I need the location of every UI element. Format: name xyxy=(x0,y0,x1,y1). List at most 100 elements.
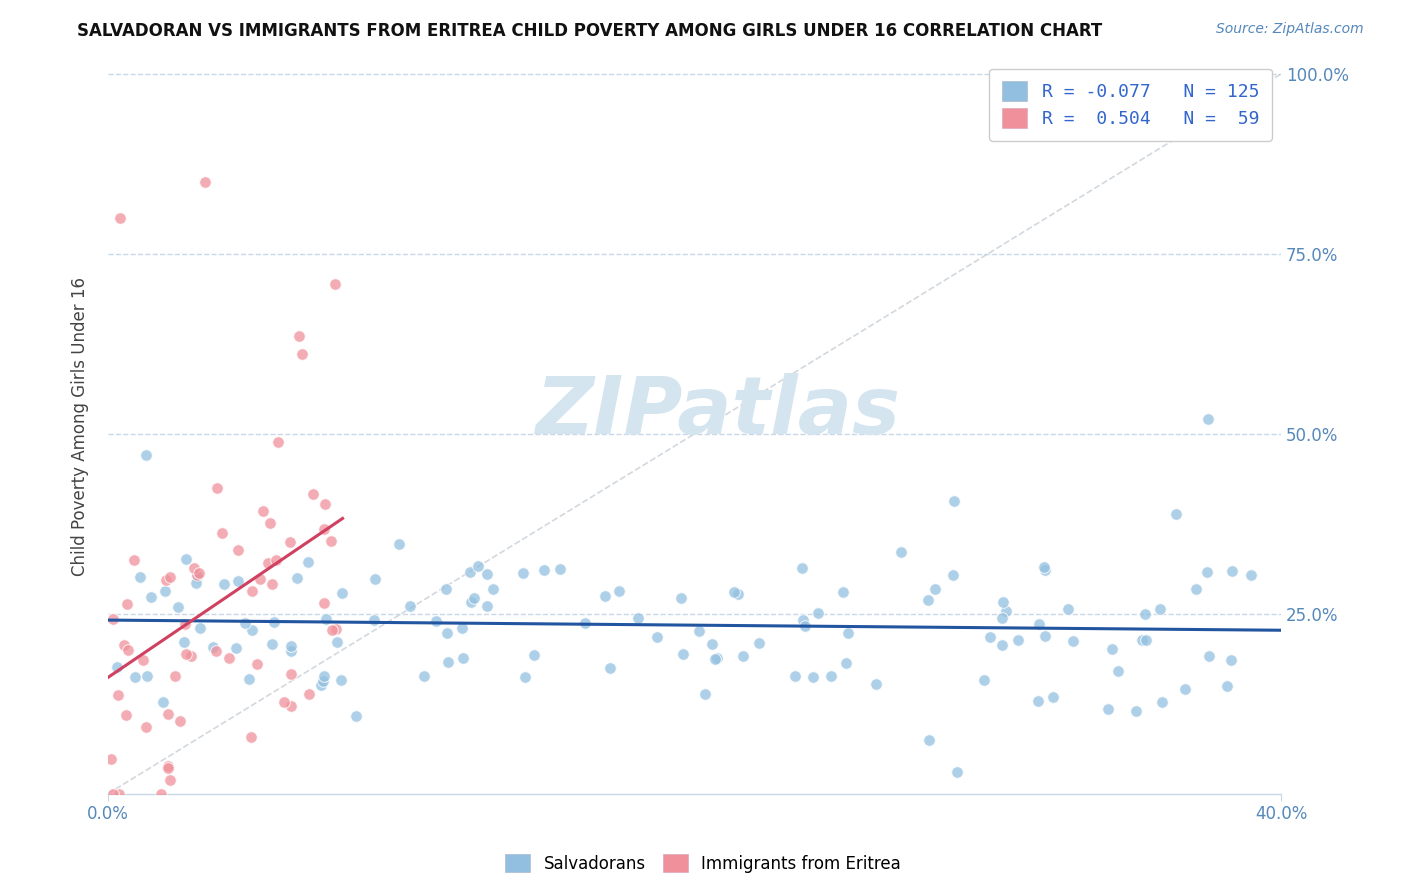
Point xyxy=(1220,564,1243,578)
Text: ZIPatlas: ZIPatlas xyxy=(536,373,900,451)
Point xyxy=(157,707,180,722)
Point xyxy=(599,661,621,675)
Point xyxy=(169,714,191,729)
Point xyxy=(252,503,274,517)
Point xyxy=(1101,641,1123,656)
Point xyxy=(513,670,536,684)
Legend: Salvadorans, Immigrants from Eritrea: Salvadorans, Immigrants from Eritrea xyxy=(499,847,907,880)
Point xyxy=(1125,704,1147,718)
Point xyxy=(437,655,460,669)
Point xyxy=(174,616,197,631)
Point xyxy=(238,672,260,686)
Point xyxy=(973,673,995,687)
Point xyxy=(991,611,1014,625)
Point xyxy=(239,730,262,744)
Point xyxy=(1007,632,1029,647)
Point xyxy=(159,570,181,584)
Point xyxy=(186,570,208,584)
Point xyxy=(1215,679,1237,693)
Point xyxy=(645,630,668,644)
Point xyxy=(107,688,129,702)
Point xyxy=(1135,633,1157,648)
Legend: R = -0.077   N = 125, R =  0.504   N =  59: R = -0.077 N = 125, R = 0.504 N = 59 xyxy=(990,69,1272,141)
Point xyxy=(1032,560,1054,574)
Point xyxy=(202,640,225,654)
Point xyxy=(150,787,173,801)
Point xyxy=(1240,568,1263,582)
Point xyxy=(312,596,335,610)
Point xyxy=(1197,565,1219,579)
Point xyxy=(240,583,263,598)
Point xyxy=(1133,607,1156,622)
Point xyxy=(627,611,650,625)
Point xyxy=(1198,649,1220,664)
Point xyxy=(688,624,710,639)
Point xyxy=(792,613,814,627)
Point xyxy=(156,759,179,773)
Point xyxy=(723,585,745,599)
Point xyxy=(388,537,411,551)
Point xyxy=(273,695,295,709)
Point xyxy=(1197,412,1219,426)
Point xyxy=(344,709,367,723)
Point xyxy=(180,649,202,664)
Point xyxy=(152,695,174,709)
Point xyxy=(263,615,285,630)
Point xyxy=(280,644,302,658)
Point xyxy=(434,582,457,596)
Point xyxy=(1220,653,1243,667)
Point xyxy=(790,561,813,575)
Point xyxy=(101,612,124,626)
Point xyxy=(165,669,187,683)
Point xyxy=(835,656,858,670)
Point xyxy=(700,637,723,651)
Point xyxy=(364,572,387,586)
Point xyxy=(1164,507,1187,521)
Point xyxy=(748,636,770,650)
Point xyxy=(267,435,290,450)
Point xyxy=(173,635,195,649)
Point xyxy=(807,606,830,620)
Point xyxy=(917,592,939,607)
Point xyxy=(533,563,555,577)
Point xyxy=(512,566,534,580)
Point xyxy=(1042,690,1064,704)
Point xyxy=(312,522,335,536)
Point xyxy=(399,599,422,613)
Point xyxy=(325,622,347,636)
Point xyxy=(363,614,385,628)
Point xyxy=(249,573,271,587)
Point xyxy=(260,577,283,591)
Point xyxy=(240,624,263,638)
Point xyxy=(672,647,695,661)
Point xyxy=(194,175,217,189)
Point xyxy=(280,667,302,681)
Point xyxy=(890,545,912,559)
Point xyxy=(990,639,1012,653)
Point xyxy=(183,561,205,575)
Point xyxy=(1097,702,1119,716)
Point xyxy=(475,599,498,614)
Point xyxy=(108,787,131,801)
Point xyxy=(115,597,138,611)
Point xyxy=(942,568,965,582)
Point xyxy=(101,787,124,801)
Point xyxy=(831,585,853,599)
Point xyxy=(285,571,308,585)
Point xyxy=(323,277,346,291)
Point xyxy=(1062,634,1084,648)
Point xyxy=(188,621,211,635)
Point xyxy=(233,616,256,631)
Point xyxy=(114,638,136,652)
Point xyxy=(117,642,139,657)
Point xyxy=(436,625,458,640)
Point xyxy=(205,481,228,495)
Point xyxy=(122,552,145,566)
Point xyxy=(1057,602,1080,616)
Point xyxy=(945,765,967,780)
Point xyxy=(314,497,336,511)
Point xyxy=(314,669,336,683)
Point xyxy=(136,669,159,683)
Point xyxy=(731,648,754,663)
Point xyxy=(259,516,281,530)
